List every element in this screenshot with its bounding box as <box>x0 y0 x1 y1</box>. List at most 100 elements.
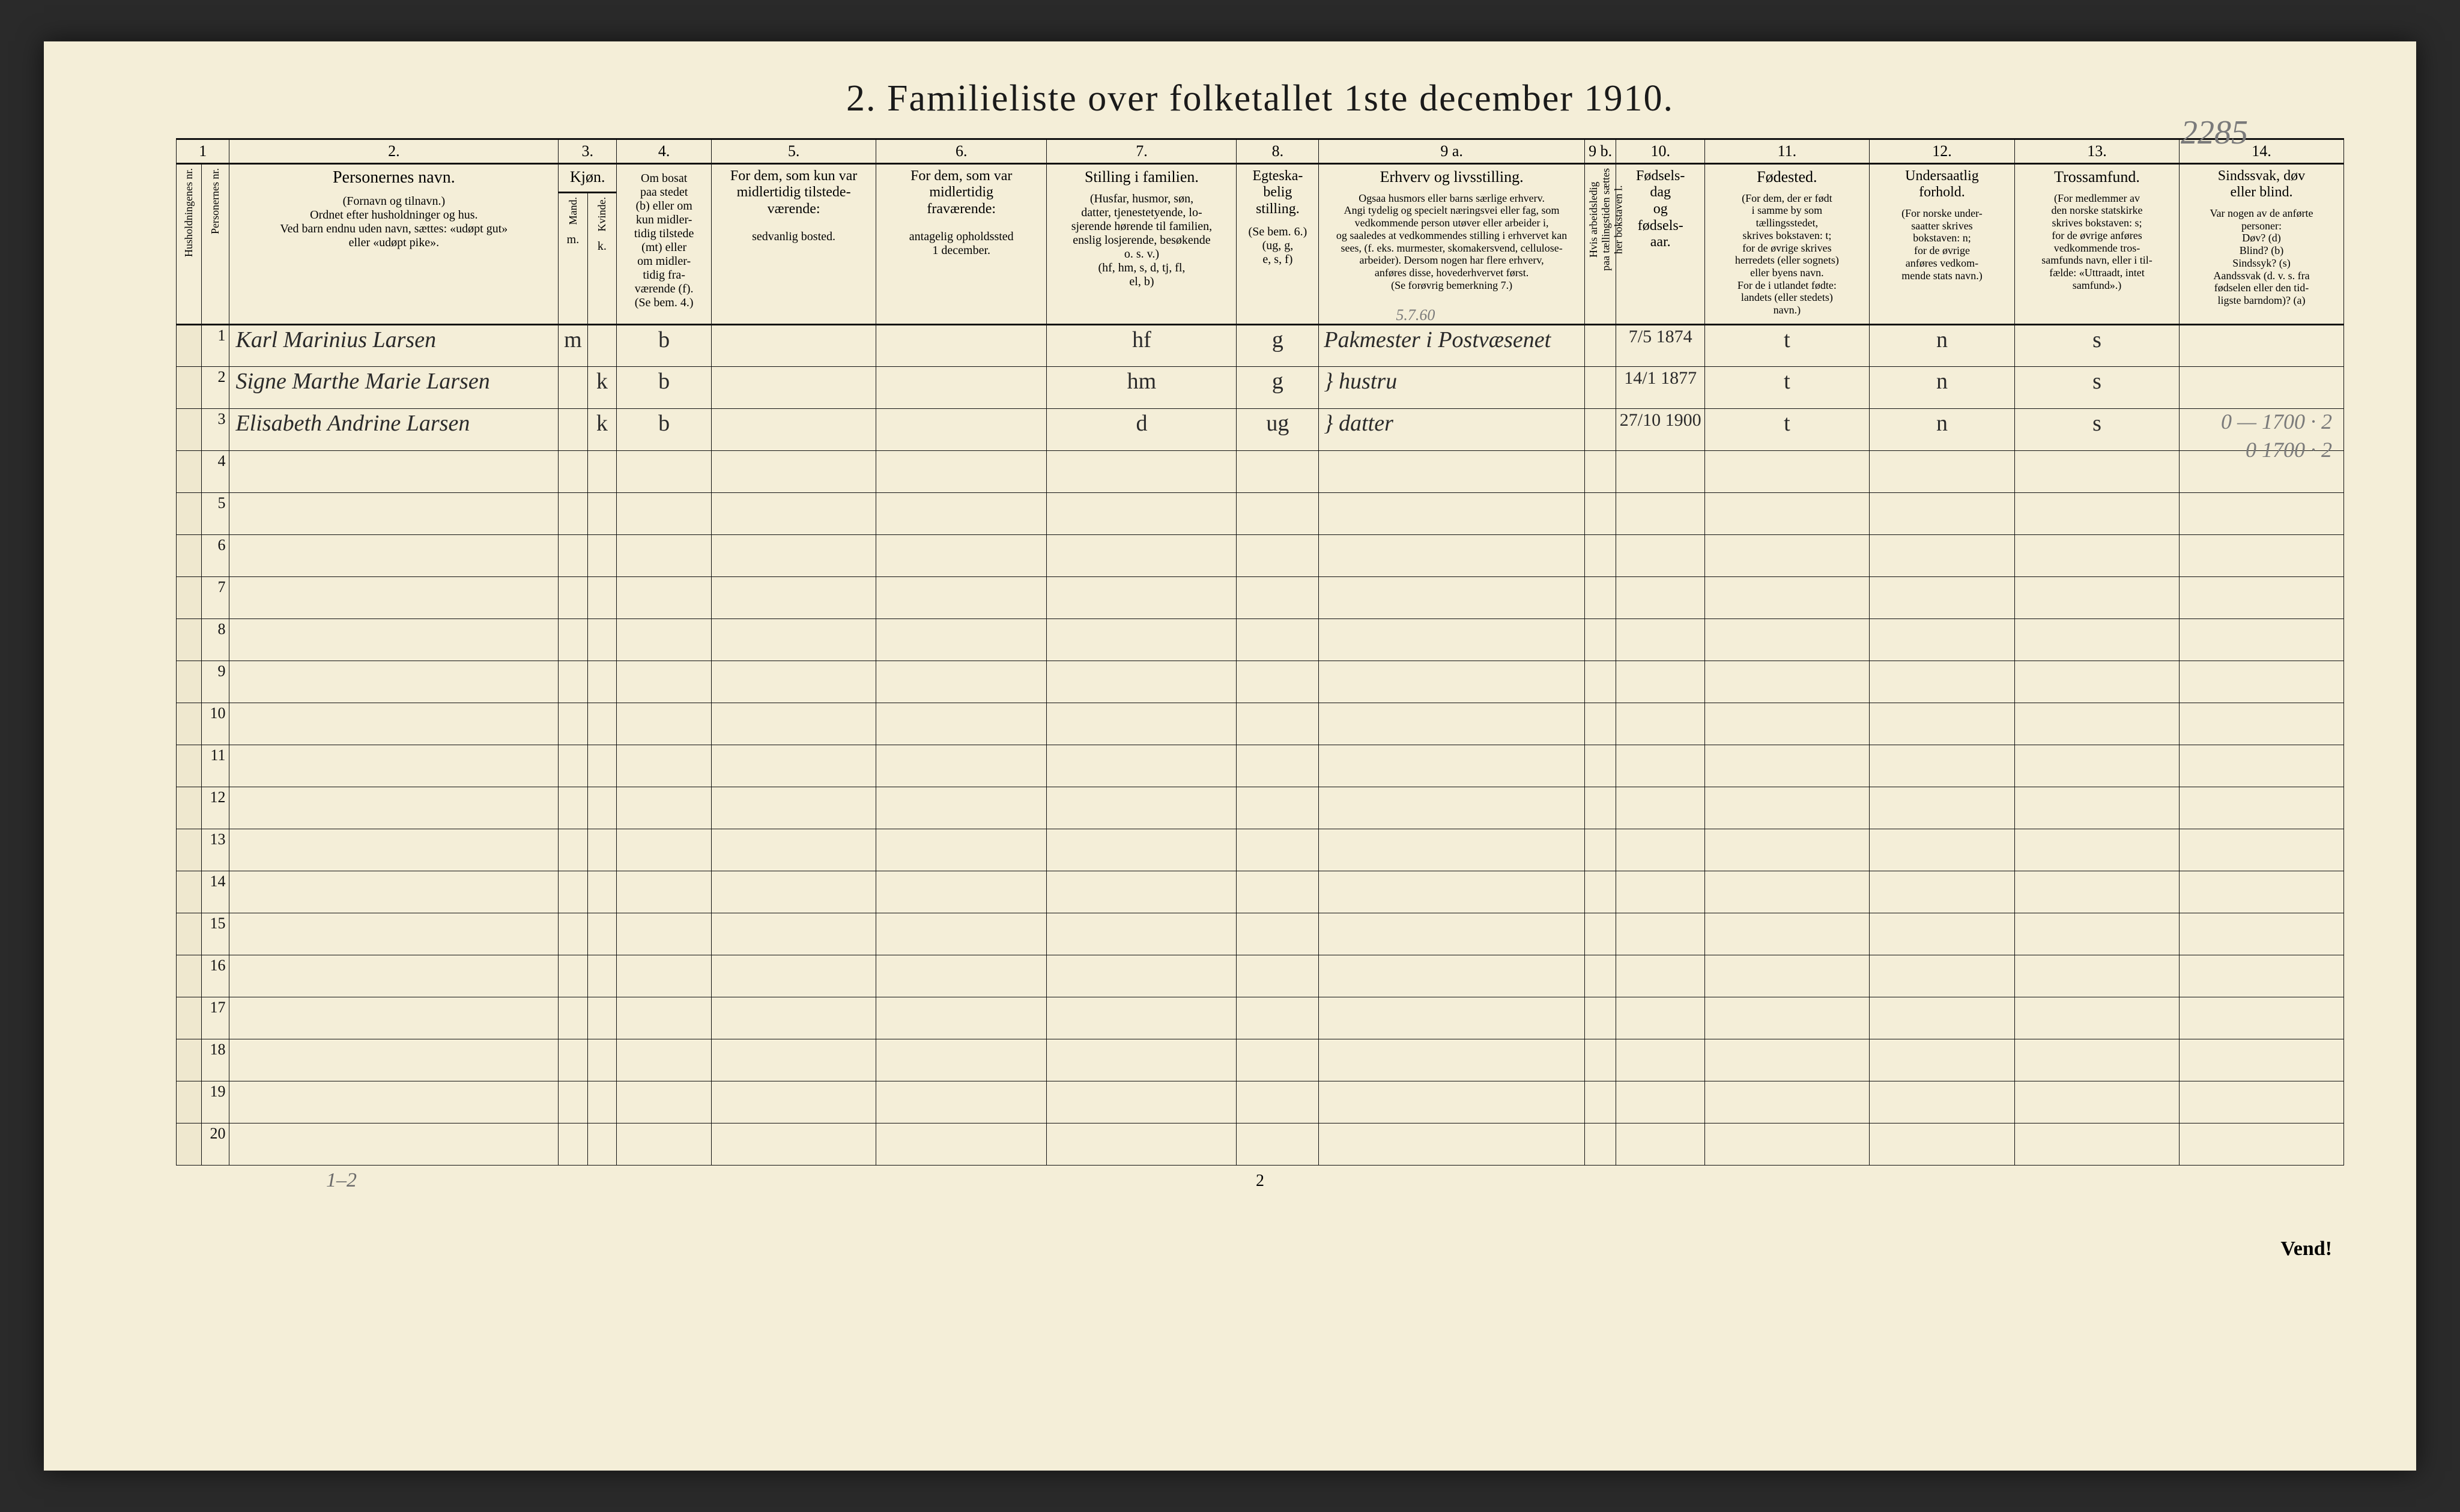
colnum-6: 6. <box>876 139 1047 164</box>
cell-empty <box>617 1039 712 1081</box>
census-table: 1 2. 3. 4. 5. 6. 7. 8. 9 a. 9 b. 10. 11.… <box>176 138 2344 1166</box>
cell-household-no <box>177 871 202 913</box>
cell-empty <box>1237 787 1319 829</box>
table-row: 3Elisabeth Andrine Larsenkbdug} datter27… <box>177 408 2344 450</box>
cell-empty <box>2015 871 2180 913</box>
cell-empty <box>2179 955 2343 997</box>
cell-empty <box>559 787 587 829</box>
cell-empty <box>1616 618 1704 661</box>
cell-person-no: 5 <box>202 492 229 534</box>
cell-empty <box>1616 1039 1704 1081</box>
cell-household-no <box>177 1039 202 1081</box>
cell-empty <box>1047 1123 1237 1165</box>
cell-col11: t <box>1704 366 1869 408</box>
cell-empty <box>1869 1123 2014 1165</box>
cell-empty <box>1047 997 1237 1039</box>
cell-empty <box>559 871 587 913</box>
cell-col13: s <box>2015 366 2180 408</box>
page-number: 2 <box>176 1172 2344 1191</box>
cell-sex-m: m <box>559 324 587 366</box>
cell-empty <box>229 703 559 745</box>
cell-empty <box>1047 576 1237 618</box>
cell-empty <box>617 997 712 1039</box>
cell-empty <box>1869 955 2014 997</box>
cell-empty <box>559 1081 587 1123</box>
cell-empty <box>617 703 712 745</box>
cell-empty <box>1237 997 1319 1039</box>
cell-empty <box>1869 829 2014 871</box>
cell-empty <box>2015 1081 2180 1123</box>
cell-empty <box>229 829 559 871</box>
cell-empty <box>587 492 616 534</box>
cell-name: Elisabeth Andrine Larsen <box>229 408 559 450</box>
cell-col10: 7/5 1874 <box>1616 324 1704 366</box>
colnum-9a: 9 a. <box>1319 139 1584 164</box>
cell-sex-k: k <box>587 366 616 408</box>
cell-empty <box>229 576 559 618</box>
cell-person-no: 2 <box>202 366 229 408</box>
cell-empty <box>1869 1081 2014 1123</box>
cell-empty <box>712 1081 876 1123</box>
cell-empty <box>1047 871 1237 913</box>
cell-col13: s <box>2015 324 2180 366</box>
cell-empty <box>2179 997 2343 1039</box>
cell-empty <box>1704 829 1869 871</box>
cell-empty <box>587 1081 616 1123</box>
cell-empty <box>1584 576 1616 618</box>
cell-empty <box>1319 492 1584 534</box>
cell-household-no <box>177 366 202 408</box>
cell-empty <box>587 745 616 787</box>
cell-empty <box>559 576 587 618</box>
cell-empty <box>1584 913 1616 955</box>
cell-empty <box>229 787 559 829</box>
cell-empty <box>2015 576 2180 618</box>
cell-empty <box>1319 576 1584 618</box>
cell-empty <box>1869 913 2014 955</box>
cell-household-no <box>177 997 202 1039</box>
cell-col14 <box>2179 324 2343 366</box>
head-residence: Om bosat paa stedet (b) eller om kun mid… <box>617 163 712 324</box>
annotation-right-margin-l1: 0 — 1700 · 2 <box>2221 408 2332 436</box>
cell-empty <box>559 450 587 492</box>
colnum-12: 12. <box>1869 139 2014 164</box>
cell-empty <box>1616 1081 1704 1123</box>
cell-person-no: 8 <box>202 618 229 661</box>
cell-empty <box>1319 618 1584 661</box>
cell-empty <box>1584 661 1616 703</box>
cell-col8: g <box>1237 324 1319 366</box>
cell-household-no <box>177 829 202 871</box>
cell-empty <box>1704 997 1869 1039</box>
cell-empty <box>1584 829 1616 871</box>
annotation-above-occupation: 5.7.60 <box>1396 306 1435 324</box>
cell-household-no <box>177 745 202 787</box>
cell-empty <box>2015 618 2180 661</box>
cell-empty <box>617 618 712 661</box>
cell-household-no <box>177 534 202 576</box>
cell-empty <box>2179 703 2343 745</box>
cell-empty <box>1319 787 1584 829</box>
cell-empty <box>587 955 616 997</box>
cell-sex-m <box>559 408 587 450</box>
cell-empty <box>2015 745 2180 787</box>
cell-empty <box>1704 787 1869 829</box>
cell-col9b <box>1584 366 1616 408</box>
head-col7: Stilling i familien. (Husfar, husmor, sø… <box>1047 163 1237 324</box>
cell-empty <box>1237 1123 1319 1165</box>
cell-col5 <box>712 366 876 408</box>
cell-empty <box>876 576 1047 618</box>
head-col10: Fødsels- dag og fødsels- aar. <box>1616 163 1704 324</box>
head-col9a: Erhverv og livsstilling. Ogsaa husmors e… <box>1319 163 1584 324</box>
cell-empty <box>559 745 587 787</box>
cell-col6 <box>876 408 1047 450</box>
cell-empty <box>712 618 876 661</box>
cell-empty <box>1869 703 2014 745</box>
cell-person-no: 12 <box>202 787 229 829</box>
cell-empty <box>712 1123 876 1165</box>
cell-empty <box>1584 871 1616 913</box>
cell-col11: t <box>1704 408 1869 450</box>
cell-empty <box>1584 997 1616 1039</box>
cell-col7: d <box>1047 408 1237 450</box>
table-row-empty: 11 <box>177 745 2344 787</box>
cell-empty <box>712 871 876 913</box>
head-col11: Fødested. (For dem, der er født i samme … <box>1704 163 1869 324</box>
